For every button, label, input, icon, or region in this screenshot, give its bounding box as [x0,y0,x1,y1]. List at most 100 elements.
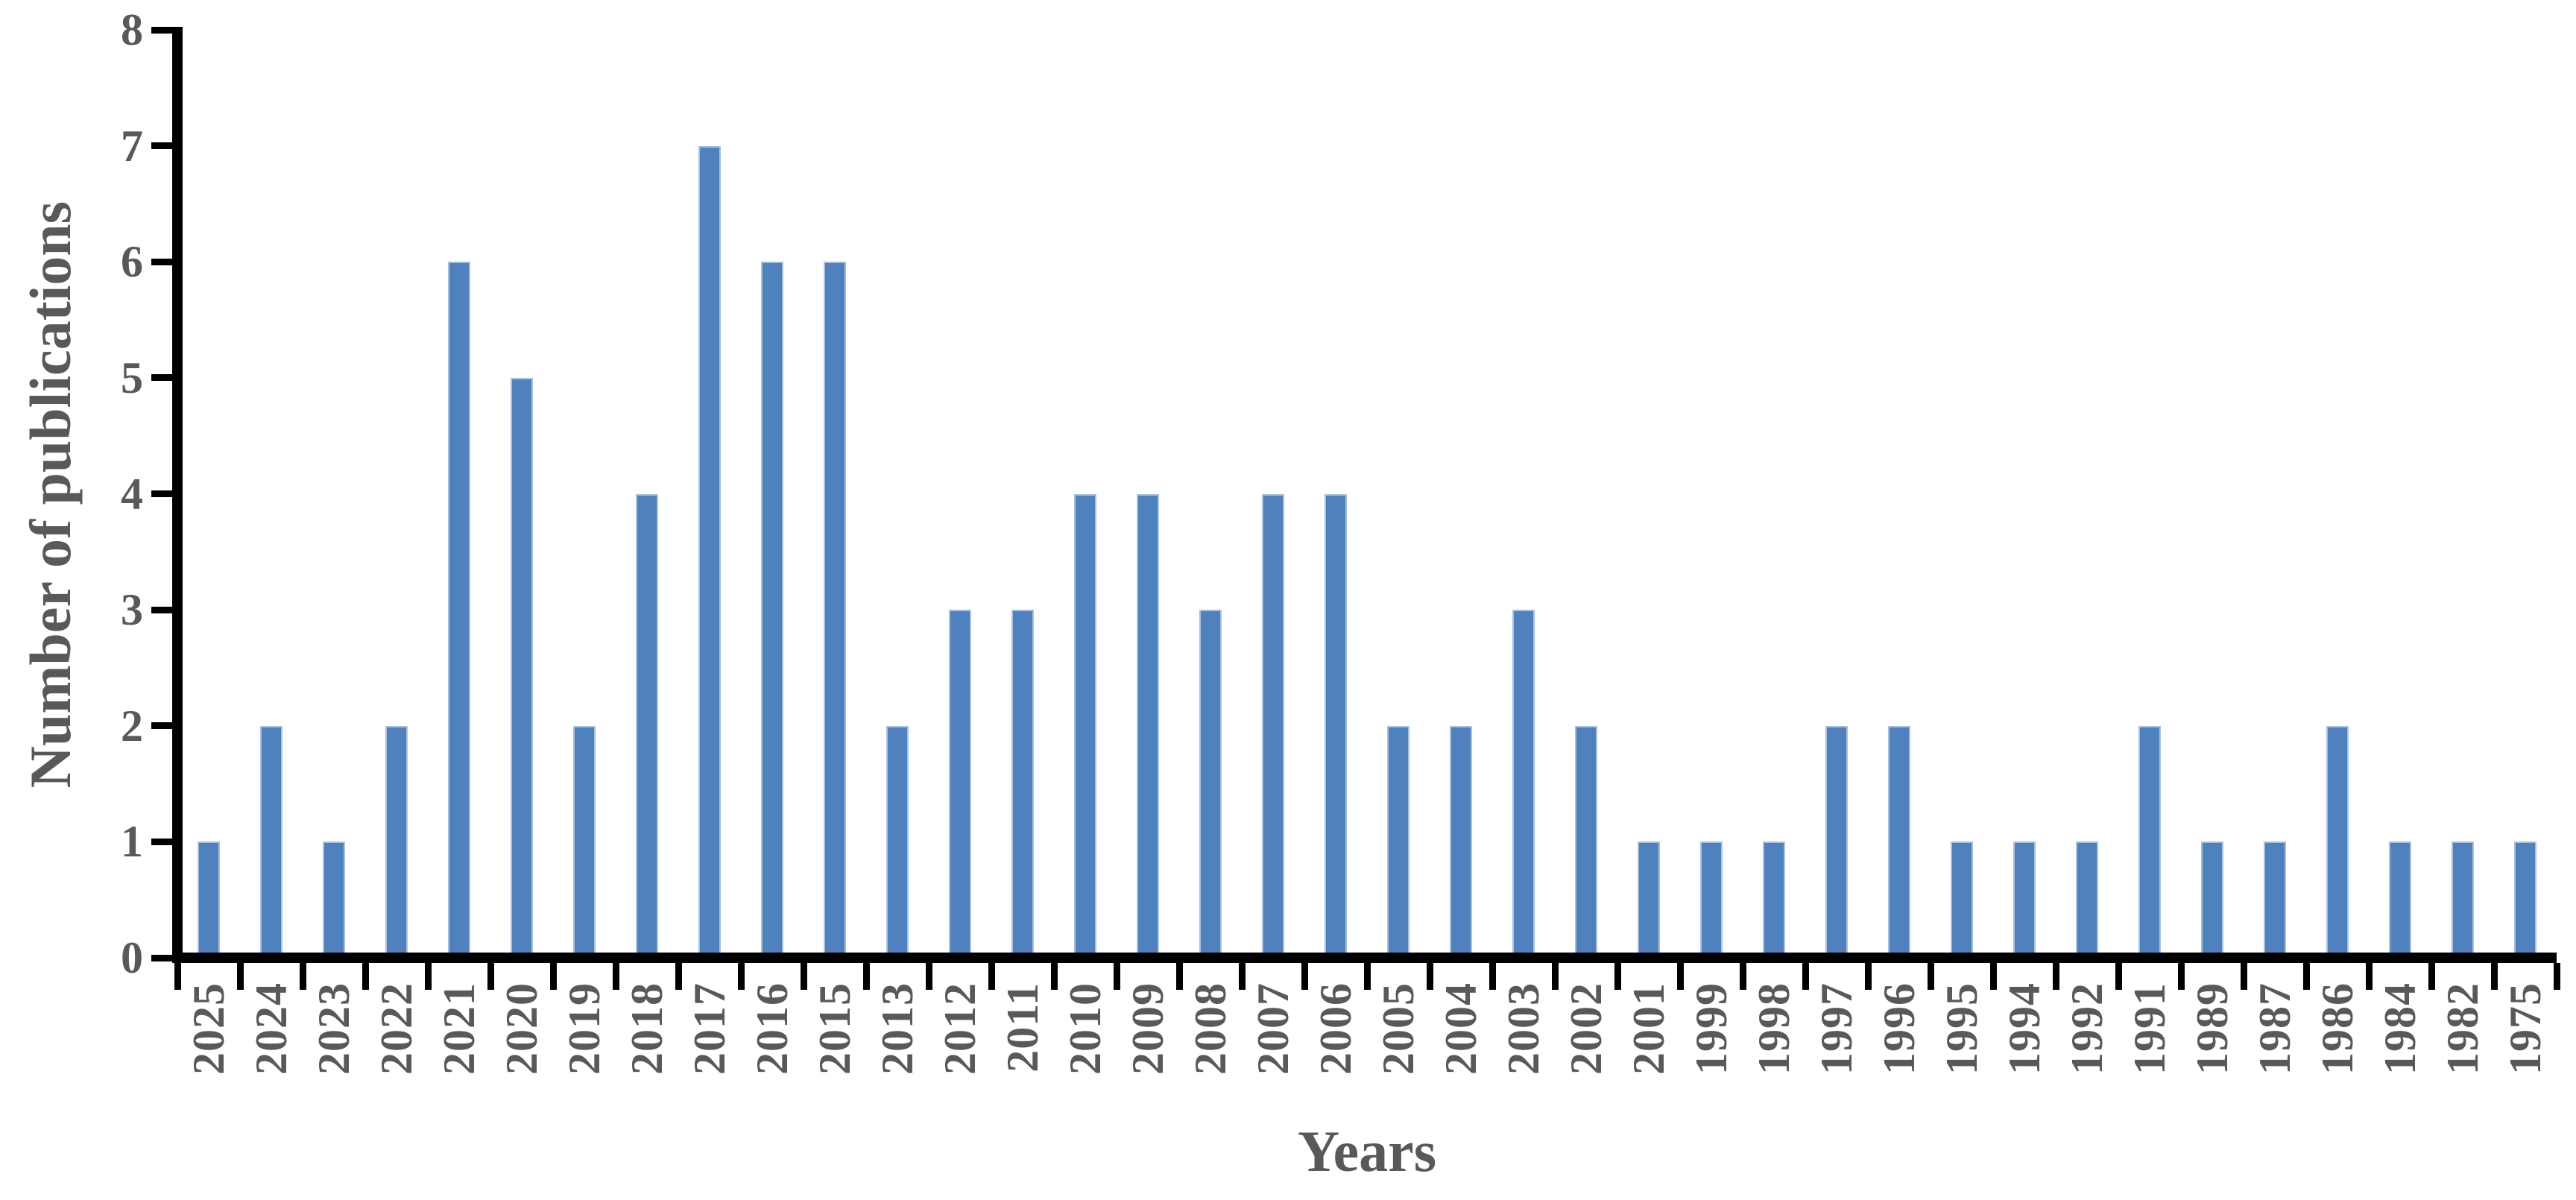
x-axis-label-2025: 2025 [183,982,233,1075]
x-axis-tick-26 [1802,963,1809,990]
x-axis-label-2004: 2004 [1436,982,1486,1075]
x-axis-label-box-1997: 1997 [1805,982,1868,1124]
x-axis-label-2015: 2015 [809,982,859,1075]
x-axis-label-box-2002: 2002 [1555,982,1617,1124]
bar-2010 [1074,493,1096,958]
x-axis-tick-38 [2553,963,2560,990]
x-axis-tick-28 [1927,963,1934,990]
x-axis-label-1994: 1994 [1999,982,2049,1075]
x-axis-label-1992: 1992 [2062,982,2112,1075]
x-axis-tick-0 [174,963,181,990]
x-axis-label-2024: 2024 [246,982,296,1075]
bar-2016 [761,262,783,958]
x-axis-label-2010: 2010 [1060,982,1110,1075]
x-axis-label-2018: 2018 [622,982,672,1075]
x-axis-label-box-2020: 2020 [490,982,553,1124]
x-axis-label-2019: 2019 [559,982,609,1075]
bar-1997 [1825,725,1848,958]
x-axis-tick-1 [236,963,244,990]
x-axis-tick-27 [1864,963,1872,990]
x-axis-label-box-2011: 2011 [991,982,1054,1124]
x-axis-line [172,953,2557,963]
x-axis-tick-37 [2490,963,2498,990]
bar-2005 [1387,725,1409,958]
x-axis-tick-22 [1551,963,1559,990]
bar-2021 [448,262,470,958]
bar-2006 [1325,493,1347,958]
y-axis-label-7: 7 [121,121,143,171]
y-axis-tick-2 [151,722,172,730]
x-axis-label-box-1992: 1992 [2056,982,2118,1124]
x-axis-tick-36 [2428,963,2435,990]
x-axis-label-box-1984: 1984 [2369,982,2431,1124]
x-axis-tick-33 [2240,963,2247,990]
bar-1982 [2452,841,2474,958]
x-axis-label-box-2008: 2008 [1179,982,1242,1124]
x-axis-tick-2 [299,963,306,990]
bar-1996 [1888,725,1910,958]
bar-2003 [1512,610,1535,958]
y-axis-tick-3 [151,606,172,613]
bar-2009 [1137,493,1159,958]
x-axis-label-1991: 1991 [2124,982,2174,1075]
x-axis-label-box-2013: 2013 [866,982,929,1124]
x-axis-label-2003: 2003 [1498,982,1548,1075]
x-axis-label-box-2024: 2024 [240,982,303,1124]
bar-2004 [1450,725,1472,958]
y-axis-tick-1 [151,838,172,845]
x-axis-label-1989: 1989 [2187,982,2237,1075]
x-axis-tick-35 [2365,963,2373,990]
x-axis-label-1998: 1998 [1749,982,1799,1075]
bar-2002 [1575,725,1597,958]
y-axis-tick-5 [151,374,172,382]
bar-1984 [2389,841,2411,958]
y-axis-tick-7 [151,142,172,150]
bar-2011 [1011,610,1034,958]
bar-1994 [2013,841,2036,958]
x-axis-tick-29 [1989,963,1997,990]
bar-1986 [2326,725,2349,958]
x-axis-label-box-2016: 2016 [741,982,804,1124]
x-axis-label-box-1999: 1999 [1680,982,1743,1124]
x-axis-label-2013: 2013 [872,982,922,1075]
y-axis-tick-8 [151,26,172,34]
bar-2017 [698,145,721,958]
x-axis-tick-3 [362,963,369,990]
x-axis-label-2022: 2022 [371,982,421,1075]
y-axis-label-0: 0 [121,933,143,982]
x-axis-label-box-1998: 1998 [1743,982,1805,1124]
bar-2008 [1199,610,1222,958]
bar-2024 [260,725,282,958]
x-axis-tick-13 [988,963,995,990]
x-axis-label-box-2006: 2006 [1304,982,1367,1124]
x-axis-tick-19 [1363,963,1371,990]
x-axis-label-box-2025: 2025 [177,982,240,1124]
x-axis-label-box-2001: 2001 [1617,982,1680,1124]
x-axis-label-box-2009: 2009 [1117,982,1179,1124]
x-axis-label-2006: 2006 [1310,982,1360,1075]
bar-1987 [2264,841,2286,958]
bar-1975 [2514,841,2536,958]
x-axis-label-box-2007: 2007 [1242,982,1304,1124]
x-axis-label-box-2004: 2004 [1430,982,1492,1124]
x-axis-label-1986: 1986 [2312,982,2362,1075]
y-axis-line [172,27,183,963]
bar-2020 [511,377,533,958]
x-axis-tick-21 [1489,963,1496,990]
x-axis-tick-24 [1676,963,1684,990]
x-axis-tick-5 [487,963,494,990]
bar-2015 [824,262,846,958]
bar-2019 [573,725,596,958]
y-axis-tick-6 [151,258,172,265]
x-axis-label-1975: 1975 [2500,982,2550,1075]
x-axis-label-1984: 1984 [2375,982,2425,1075]
x-axis-tick-30 [2052,963,2059,990]
bar-2001 [1638,841,1660,958]
bar-1998 [1763,841,1785,958]
x-axis-label-box-2005: 2005 [1367,982,1430,1124]
bar-1999 [1700,841,1723,958]
bar-2013 [886,725,909,958]
bar-2023 [323,841,345,958]
x-axis-tick-9 [737,963,745,990]
x-axis-label-box-1991: 1991 [2118,982,2181,1124]
